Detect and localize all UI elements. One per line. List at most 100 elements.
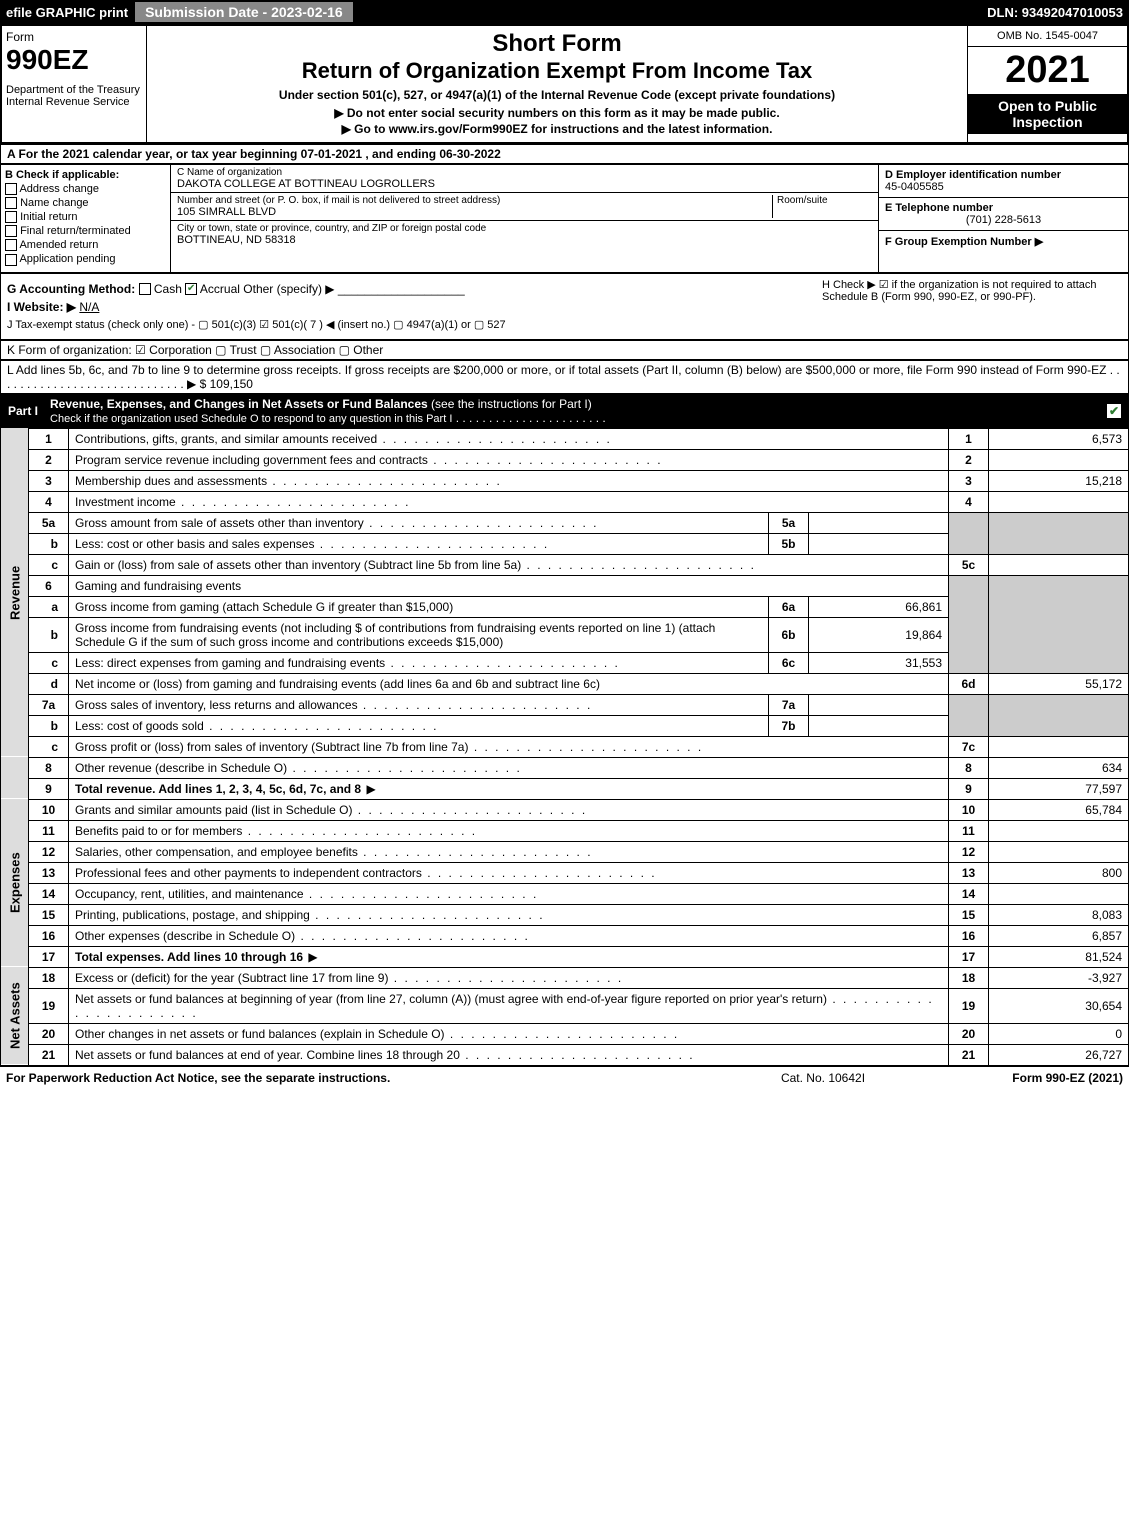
chk-application-pending[interactable]: Application pending [5,253,166,265]
l1-rnum: 1 [949,428,989,449]
dept-label: Department of the Treasury Internal Reve… [6,84,142,108]
submission-date: Submission Date - 2023-02-16 [134,1,354,23]
l20-rnum: 20 [949,1023,989,1044]
chk-cash[interactable] [139,283,151,295]
l6-desc: Gaming and fundraising events [69,575,949,596]
l13-rval: 800 [989,862,1129,883]
l10-rval: 65,784 [989,799,1129,820]
c-city-value: BOTTINEAU, ND 58318 [177,234,872,246]
l6c-inval: 31,553 [809,652,949,673]
l10-rnum: 10 [949,799,989,820]
l21-rnum: 21 [949,1044,989,1065]
l8-rnum: 8 [949,757,989,778]
row-c-city: City or town, state or province, country… [171,221,878,272]
l4-num: 4 [29,491,69,512]
chk-final-return[interactable]: Final return/terminated [5,225,166,237]
l5c-num: c [29,554,69,575]
l7a-desc: Gross sales of inventory, less returns a… [69,694,769,715]
l13-num: 13 [29,862,69,883]
l17-desc: Total expenses. Add lines 10 through 16 [69,946,949,967]
col-b-title: B Check if applicable: [5,169,119,181]
l3-num: 3 [29,470,69,491]
l6b-inval: 19,864 [809,617,949,652]
e-phone-value: (701) 228-5613 [885,214,1122,226]
chk-address-change[interactable]: Address change [5,183,166,195]
d-ein-value: 45-0405585 [885,181,944,193]
l7c-rval [989,736,1129,757]
footer-paperwork: For Paperwork Reduction Act Notice, see … [6,1071,723,1085]
l9-desc: Total revenue. Add lines 1, 2, 3, 4, 5c,… [69,778,949,799]
chk-amended-return[interactable]: Amended return [5,239,166,251]
chk-name-change[interactable]: Name change [5,197,166,209]
part1-checkbox[interactable]: ✔ [1107,404,1121,418]
l4-desc: Investment income [69,491,949,512]
l7b-inval [809,715,949,736]
l6b-desc: Gross income from fundraising events (no… [69,617,769,652]
side-revenue: Revenue [1,428,29,757]
l15-rnum: 15 [949,904,989,925]
c-name-value: DAKOTA COLLEGE AT BOTTINEAU LOGROLLERS [177,178,872,190]
c-addr-label: Number and street (or P. O. box, if mail… [177,195,772,206]
page-footer: For Paperwork Reduction Act Notice, see … [0,1066,1129,1089]
c-room-label: Room/suite [777,195,872,206]
side-netassets: Net Assets [1,967,29,1065]
l12-rval [989,841,1129,862]
l6-greyv [989,575,1129,673]
l9-rnum: 9 [949,778,989,799]
l5c-desc: Gain or (loss) from sale of assets other… [69,554,949,575]
l6d-rnum: 6d [949,673,989,694]
l6d-desc: Net income or (loss) from gaming and fun… [69,673,949,694]
l20-num: 20 [29,1023,69,1044]
l14-desc: Occupancy, rent, utilities, and maintena… [69,883,949,904]
col-c-wrap: C Name of organization DAKOTA COLLEGE AT… [171,165,1128,272]
col-def: D Employer identification number 45-0405… [878,165,1128,272]
header-left: Form 990EZ Department of the Treasury In… [2,26,147,142]
part1-label: Part I [8,404,50,418]
l9-num: 9 [29,778,69,799]
note-link[interactable]: ▶ Go to www.irs.gov/Form990EZ for instru… [151,122,963,136]
row-l: L Add lines 5b, 6c, and 7b to line 9 to … [0,360,1129,394]
l2-rval [989,449,1129,470]
i-label: I Website: ▶ [7,300,76,314]
l6-grey [949,575,989,673]
c-city-label: City or town, state or province, country… [177,223,872,234]
l6a-num: a [29,596,69,617]
l1-num: 1 [29,428,69,449]
l18-num: 18 [29,967,69,988]
l5a-num: 5a [29,512,69,533]
form-number: 990EZ [6,44,142,76]
l17-rval: 81,524 [989,946,1129,967]
l11-rnum: 11 [949,820,989,841]
chk-accrual[interactable] [185,283,197,295]
l3-rval: 15,218 [989,470,1129,491]
l6c-desc: Less: direct expenses from gaming and fu… [69,652,769,673]
l6b-innum: 6b [769,617,809,652]
l14-rnum: 14 [949,883,989,904]
l5ab-grey [949,512,989,554]
row-k: K Form of organization: ☑ Corporation ▢ … [0,340,1129,360]
block-ghij: G Accounting Method: Cash Accrual Other … [0,273,1129,340]
l5b-innum: 5b [769,533,809,554]
l6b-num: b [29,617,69,652]
block-bcdef: B Check if applicable: Address change Na… [0,164,1129,273]
part1-title: Revenue, Expenses, and Changes in Net As… [50,397,1107,425]
l12-desc: Salaries, other compensation, and employ… [69,841,949,862]
l1-desc: Contributions, gifts, grants, and simila… [69,428,949,449]
l7-greyv [989,694,1129,736]
l6d-rval: 55,172 [989,673,1129,694]
row-c-name: C Name of organization DAKOTA COLLEGE AT… [171,165,878,193]
l7a-inval [809,694,949,715]
d-ein-label: D Employer identification number [885,169,1061,181]
footer-formid: Form 990-EZ (2021) [923,1071,1123,1085]
l7c-num: c [29,736,69,757]
dln-label: DLN: 93492047010053 [981,5,1129,20]
chk-initial-return[interactable]: Initial return [5,211,166,223]
l4-rnum: 4 [949,491,989,512]
l16-desc: Other expenses (describe in Schedule O) [69,925,949,946]
l19-rval: 30,654 [989,988,1129,1023]
line-h: H Check ▶ ☑ if the organization is not r… [822,278,1122,335]
l5c-rval [989,554,1129,575]
l6a-desc: Gross income from gaming (attach Schedul… [69,596,769,617]
l7b-num: b [29,715,69,736]
l2-desc: Program service revenue including govern… [69,449,949,470]
